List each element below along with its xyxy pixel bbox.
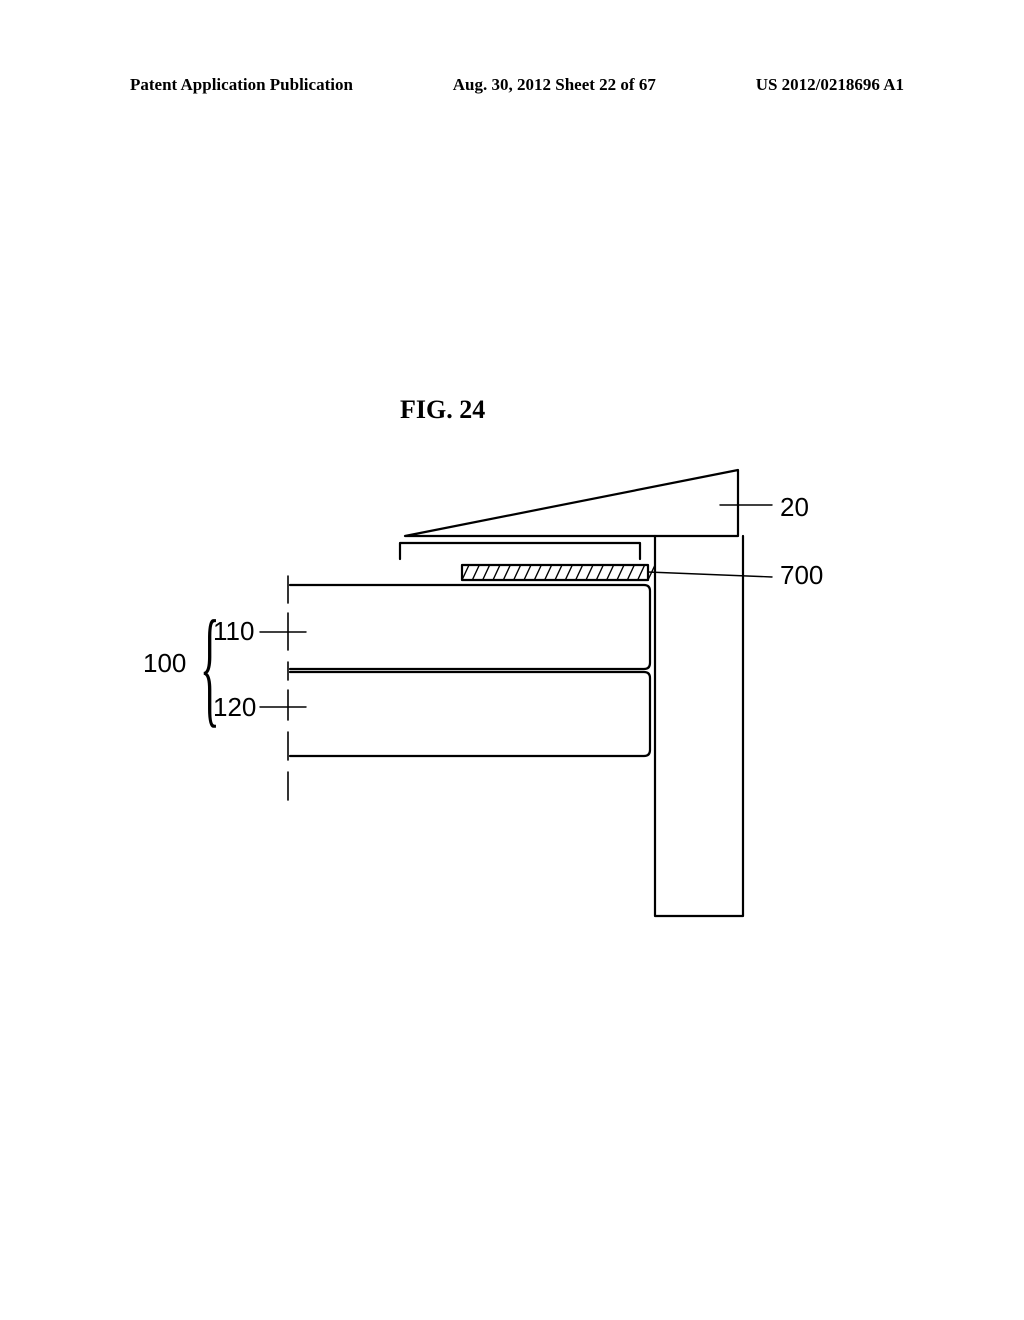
lip-rect	[400, 543, 640, 559]
figure-diagram	[0, 0, 1024, 1320]
panel-110	[290, 585, 650, 669]
vertical-bar	[655, 536, 743, 916]
hatched-region-700	[462, 565, 655, 580]
leader-700	[648, 572, 772, 577]
panel-120	[290, 672, 650, 756]
wedge-20	[405, 470, 738, 536]
